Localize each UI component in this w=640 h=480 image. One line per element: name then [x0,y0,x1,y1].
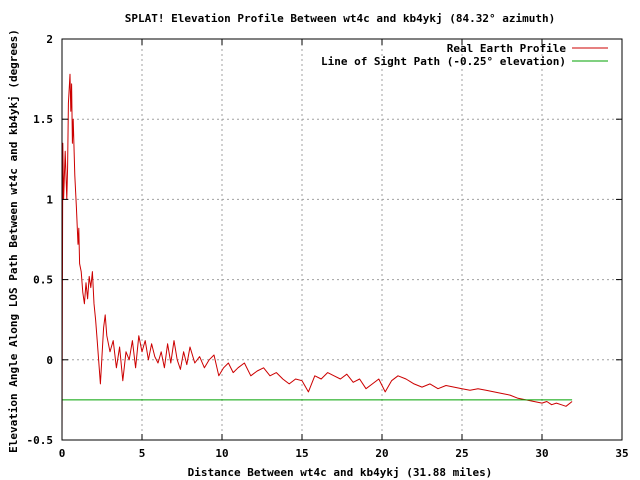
y-axis-label: Elevation Angle Along LOS Path Between w… [7,29,20,453]
x-tick-label: 25 [455,447,468,460]
axis-ticks [61,38,623,441]
x-tick-label: 5 [139,447,146,460]
y-tick-labels: -0.5 0 0.5 1 1.5 2 [27,33,54,447]
series-line-1 [61,73,573,441]
y-tick-label: 0 [46,354,53,367]
y-tick-label: 1 [46,193,53,206]
x-tick-label: 35 [615,447,628,460]
y-tick-label: -0.5 [27,434,54,447]
x-axis-label: Distance Between wt4c and kb4ykj (31.88 … [188,466,493,479]
series-layer [61,73,573,441]
y-tick-label: 0.5 [33,274,53,287]
y-tick-label: 1.5 [33,113,53,126]
x-tick-label: 30 [535,447,548,460]
x-tick-label: 20 [375,447,388,460]
plot-frame [61,38,623,441]
legend-label-1: Real Earth Profile [447,42,567,55]
legend-label-2: Line of Sight Path (-0.25° elevation) [321,55,566,68]
x-tick-labels: 0 5 10 15 20 25 30 35 [59,447,629,460]
grid [62,39,622,440]
y-tick-label: 2 [46,33,53,46]
x-tick-label: 0 [59,447,66,460]
x-tick-label: 10 [215,447,228,460]
chart-title: SPLAT! Elevation Profile Between wt4c an… [125,12,555,25]
x-tick-label: 15 [295,447,308,460]
